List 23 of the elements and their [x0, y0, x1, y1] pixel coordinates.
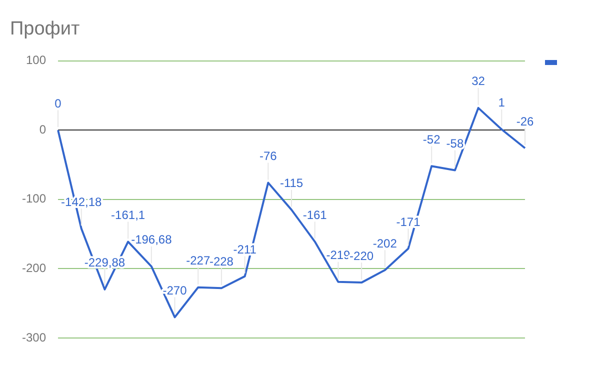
- data-label: -26: [516, 114, 534, 128]
- data-label: 1: [498, 96, 506, 110]
- data-label: -219: [326, 248, 351, 262]
- data-label: -115: [280, 176, 304, 190]
- data-label: -228: [209, 254, 234, 268]
- data-label: -76: [259, 149, 278, 164]
- y-tick-label: -100: [22, 192, 46, 206]
- data-label: -202: [372, 236, 398, 250]
- data-label: -52: [422, 132, 441, 146]
- y-tick-label: 100: [26, 53, 46, 68]
- y-tick-label: 0: [39, 122, 46, 136]
- data-label: -161,1: [111, 208, 146, 222]
- data-label: 32: [472, 74, 486, 88]
- chart-title: Профит: [10, 18, 80, 40]
- data-label: -227: [186, 254, 210, 268]
- data-label: -220: [350, 248, 374, 263]
- data-label: -58: [446, 136, 464, 151]
- y-tick-label: -200: [22, 261, 46, 276]
- y-tick-label: -300: [22, 330, 46, 344]
- data-label: -161: [302, 208, 328, 222]
- data-label: -196,68: [131, 232, 172, 247]
- data-label: -270: [162, 284, 188, 298]
- data-label: 0: [54, 96, 62, 110]
